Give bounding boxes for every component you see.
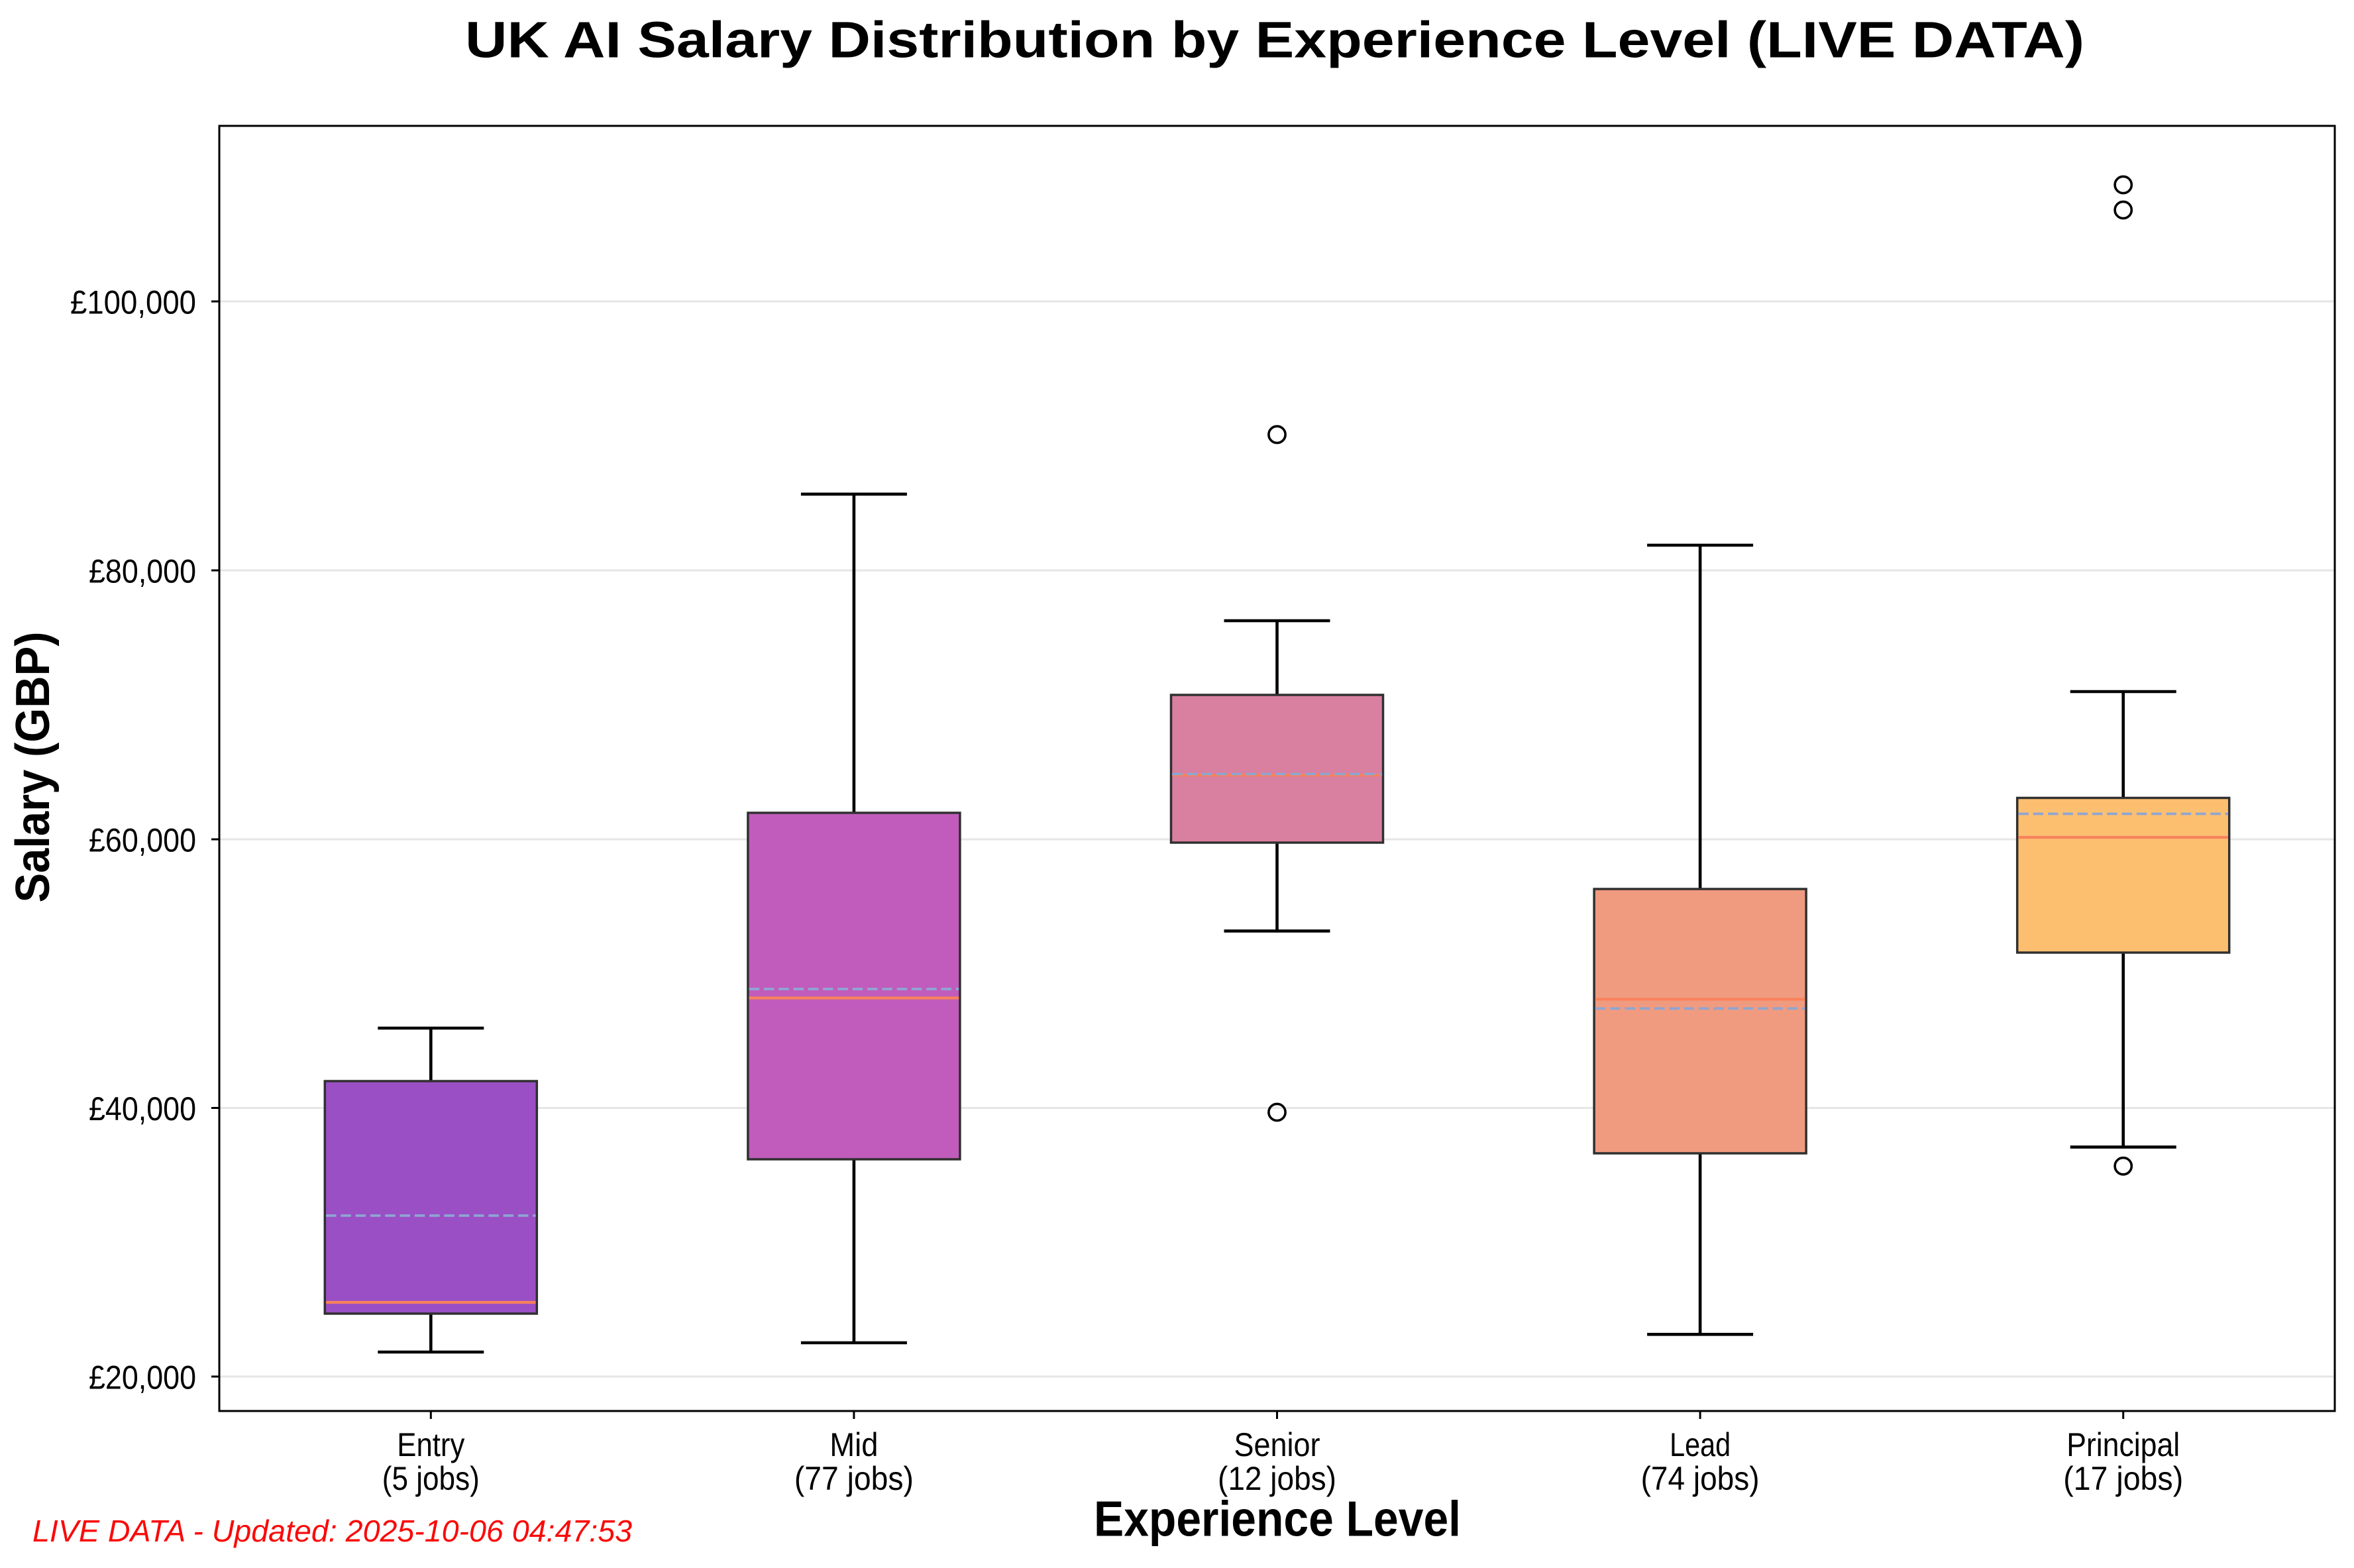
svg-text:£100,000: £100,000 (70, 284, 196, 321)
svg-text:Senior: Senior (1234, 1426, 1320, 1463)
svg-text:£80,000: £80,000 (89, 552, 196, 590)
svg-text:£20,000: £20,000 (89, 1359, 196, 1396)
svg-text:Entry: Entry (397, 1426, 464, 1463)
svg-text:£60,000: £60,000 (89, 821, 196, 859)
svg-text:(77 jobs): (77 jobs) (794, 1460, 914, 1497)
svg-text:(12 jobs): (12 jobs) (1218, 1460, 1336, 1497)
svg-text:Mid: Mid (829, 1426, 878, 1463)
svg-text:UK AI Salary Distribution by E: UK AI Salary Distribution by Experience … (465, 12, 2084, 69)
svg-text:LIVE DATA - Updated: 2025-10-0: LIVE DATA - Updated: 2025-10-06 04:47:53 (32, 1514, 632, 1548)
svg-text:£40,000: £40,000 (89, 1090, 196, 1127)
svg-text:(5 jobs): (5 jobs) (382, 1460, 480, 1497)
svg-text:Experience Level: Experience Level (1094, 1491, 1461, 1547)
svg-text:(74 jobs): (74 jobs) (1641, 1460, 1760, 1497)
svg-text:Principal: Principal (2066, 1426, 2180, 1463)
svg-text:Lead: Lead (1670, 1426, 1731, 1463)
svg-text:(17 jobs): (17 jobs) (2063, 1460, 2183, 1497)
svg-text:Salary (GBP): Salary (GBP) (7, 632, 60, 903)
